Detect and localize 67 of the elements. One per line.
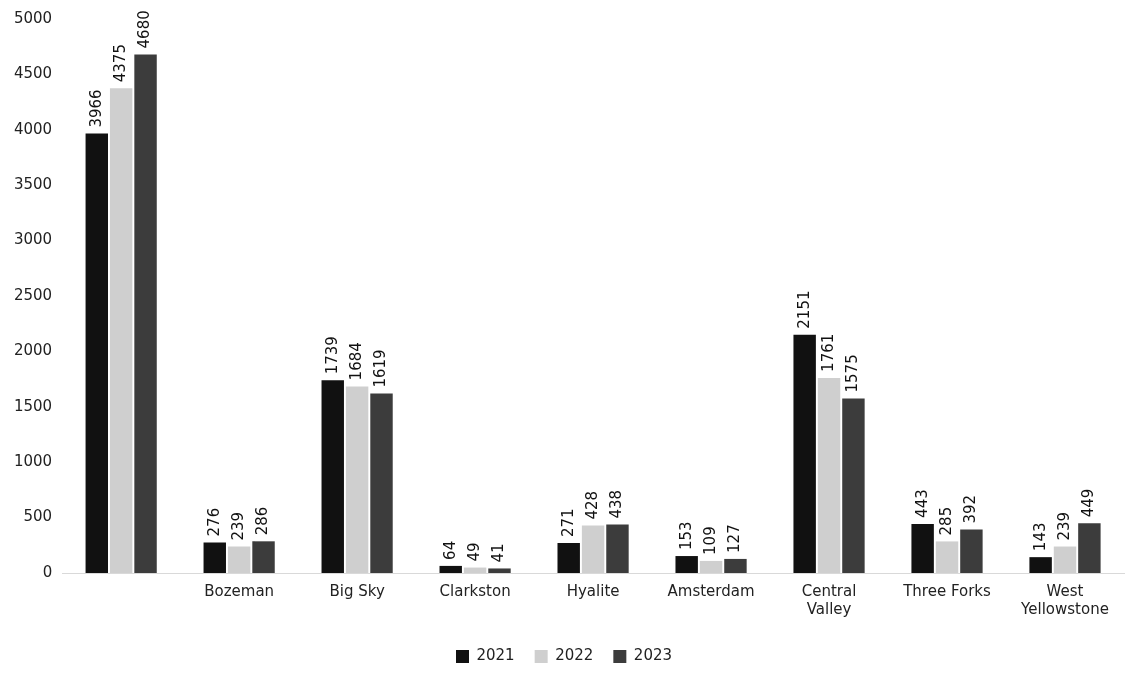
data-label: 3966: [86, 89, 105, 128]
bar: [842, 398, 865, 573]
data-label: 428: [582, 490, 601, 520]
data-label: 1739: [322, 336, 341, 375]
data-label: 2151: [794, 290, 813, 329]
data-label: 285: [936, 506, 955, 536]
bar: [911, 523, 934, 573]
y-tick-label: 3500: [13, 175, 53, 194]
data-label: 239: [229, 511, 248, 541]
bar: [724, 558, 747, 573]
data-label: 449: [1079, 488, 1098, 518]
y-tick-label: 2000: [13, 341, 53, 360]
data-label: 143: [1030, 522, 1049, 552]
data-label: 276: [204, 507, 223, 537]
data-label: 41: [489, 543, 508, 563]
bar: [203, 542, 226, 573]
x-tick-label: Big Sky: [329, 581, 385, 600]
x-tick-label: Amsterdam: [667, 581, 755, 600]
bar: [1078, 523, 1101, 573]
y-tick-label: 0: [42, 562, 53, 581]
y-tick-label: 1000: [13, 452, 53, 471]
bar: [960, 529, 983, 573]
data-label: 239: [1054, 511, 1073, 541]
bar: [370, 393, 393, 573]
y-tick-label: 4000: [13, 119, 53, 138]
y-tick-label: 1500: [13, 396, 53, 415]
data-label: 153: [676, 521, 695, 551]
y-tick-label: 500: [23, 507, 53, 526]
bar: [557, 542, 580, 573]
y-tick-label: 4500: [13, 64, 53, 83]
x-tick-label: Bozeman: [204, 581, 275, 600]
x-tick-label: Hyalite: [566, 581, 620, 600]
bar: [675, 556, 698, 573]
x-tick-label: West Yellowstone: [1020, 581, 1109, 618]
x-tick-label: Central Valley: [801, 581, 857, 618]
data-label: 64: [440, 540, 459, 560]
bar: [439, 565, 462, 573]
bar: [134, 54, 157, 573]
data-label: 1761: [818, 333, 837, 372]
data-label: 271: [558, 508, 577, 537]
legend-label: 2021: [476, 646, 515, 665]
y-tick-label: 3000: [13, 230, 53, 249]
bar: [1029, 557, 1052, 573]
x-tick-label: Three Forks: [902, 581, 992, 600]
data-label: 438: [607, 489, 626, 519]
data-label: 1619: [371, 349, 390, 388]
legend-label: 2022: [555, 646, 594, 665]
data-label: 4375: [111, 44, 130, 83]
y-tick-label: 2500: [13, 285, 53, 304]
bar: [85, 133, 108, 573]
data-label: 1575: [843, 354, 862, 393]
data-label: 392: [961, 494, 980, 524]
bar: [321, 380, 344, 573]
x-tick-label: Clarkston: [439, 581, 511, 600]
bar: [252, 541, 275, 573]
bar: [793, 334, 816, 573]
legend-label: 2023: [633, 646, 673, 665]
y-tick-label: 5000: [13, 8, 53, 27]
data-label: 127: [725, 524, 744, 553]
data-label: 109: [700, 526, 719, 555]
data-label: 1684: [347, 342, 366, 381]
data-label: 4680: [135, 10, 154, 49]
data-label: 286: [253, 506, 272, 536]
bar: [606, 524, 629, 573]
bar: [488, 568, 511, 573]
data-label: 443: [912, 489, 931, 518]
data-label: 49: [465, 542, 483, 562]
